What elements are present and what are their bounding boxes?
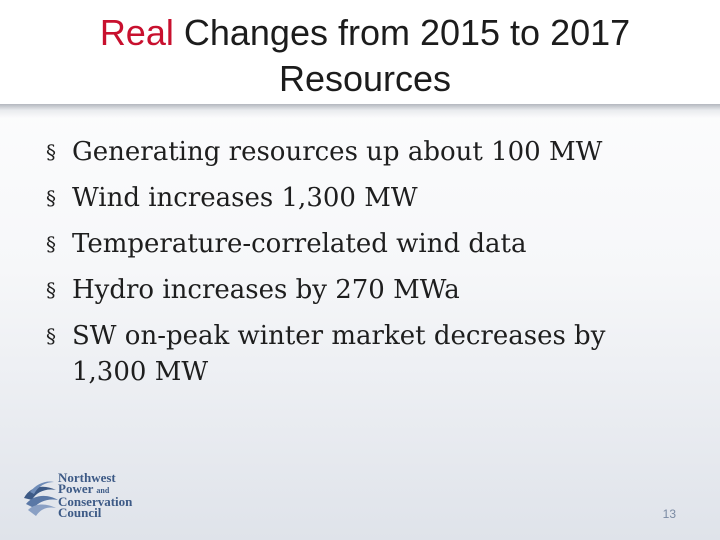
bullet-item: § SW on-peak winter market decreases by 1… [46, 318, 666, 390]
logo-line-4: Council [58, 505, 102, 520]
bullet-mark-icon: § [46, 140, 56, 164]
logo-line-1: Northwest [58, 470, 116, 485]
title-band [0, 0, 720, 104]
bullet-text: Temperature-correlated wind data [72, 229, 527, 259]
page-number: 13 [662, 507, 676, 521]
bullet-text: Wind increases 1,300 MW [72, 183, 418, 213]
title-accent: Real [99, 12, 174, 53]
bullet-mark-icon: § [46, 232, 56, 256]
title-rest: Changes from 2015 to 2017 [173, 12, 631, 53]
bullet-item: § Hydro increases by 270 MWa [46, 272, 666, 308]
title-shadow [0, 104, 720, 118]
bullet-text: SW on-peak winter market decreases by 1,… [72, 321, 606, 387]
bullet-text: Hydro increases by 270 MWa [72, 275, 460, 305]
bullet-mark-icon: § [46, 186, 56, 210]
logo-line-3: Conservation [58, 494, 133, 509]
bullet-text: Generating resources up about 100 MW [72, 137, 603, 167]
bullet-mark-icon: § [46, 278, 56, 302]
logo-line-2-small: and [96, 486, 110, 495]
bullet-item: § Generating resources up about 100 MW [46, 134, 666, 170]
slide-title: Real Changes from 2015 to 2017 Resources [40, 10, 690, 102]
logo-wordmark: Northwest Power and Conservation Council [58, 470, 178, 520]
wave-swirl-icon [24, 481, 58, 516]
title-line2: Resources [278, 58, 452, 99]
logo-line-2-wrap: Power and [58, 481, 178, 496]
council-logo: Northwest Power and Conservation Council [22, 471, 172, 524]
logo-line-2: Power [58, 481, 94, 496]
bullet-item: § Temperature-correlated wind data [46, 226, 666, 262]
bullet-item: § Wind increases 1,300 MW [46, 180, 666, 216]
bullet-mark-icon: § [46, 324, 56, 348]
bullet-list: § Generating resources up about 100 MW § W… [46, 134, 666, 400]
